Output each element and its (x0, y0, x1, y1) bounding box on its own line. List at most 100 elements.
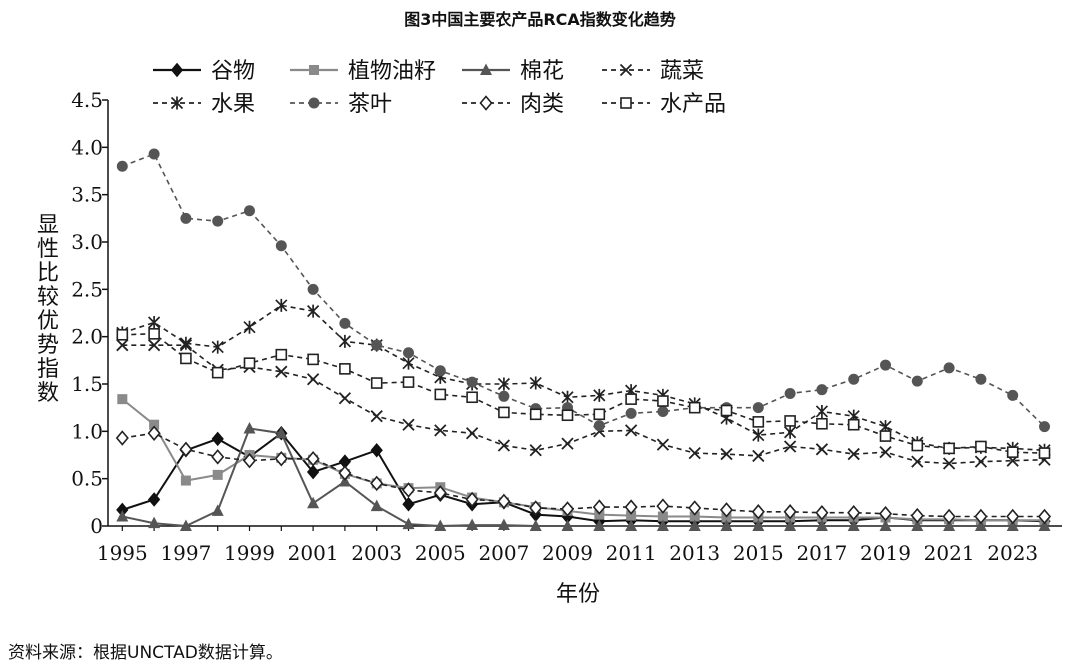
x-tick-label: 2005 (415, 541, 466, 565)
data-point (275, 365, 288, 378)
data-point (720, 519, 733, 531)
data-point (561, 390, 574, 404)
series-2 (116, 421, 1051, 531)
x-tick-label: 2001 (288, 541, 339, 565)
data-point (688, 401, 701, 414)
data-point (560, 501, 575, 517)
y-tick-label: 3.5 (71, 183, 103, 207)
data-point (433, 485, 447, 501)
data-point (179, 519, 192, 531)
data-point (943, 362, 955, 374)
y-tick-label: 4.0 (71, 135, 103, 159)
y-tick-label: 1.5 (71, 372, 103, 396)
data-point (338, 334, 352, 348)
data-point (116, 160, 128, 172)
data-point (402, 496, 415, 512)
data-point (371, 339, 383, 351)
data-point (149, 419, 160, 430)
y-axis-label-char: 较 (37, 285, 59, 310)
data-point (783, 440, 797, 453)
data-point (657, 395, 669, 407)
data-point (147, 492, 161, 507)
data-point (275, 348, 288, 361)
data-point (180, 212, 192, 224)
data-point (243, 357, 256, 369)
legend-label: 水果 (211, 92, 255, 117)
data-point (1006, 519, 1019, 531)
data-point (593, 388, 606, 402)
series-7 (116, 328, 1051, 459)
data-point (975, 373, 987, 385)
y-tick-label: 2.5 (71, 277, 103, 301)
data-point (498, 390, 510, 402)
data-point (720, 404, 733, 417)
data-point (974, 508, 988, 525)
series-5 (116, 148, 1051, 433)
data-point (784, 387, 796, 399)
x-tick-label: 2003 (351, 541, 402, 565)
data-point (1007, 389, 1019, 401)
data-point (879, 446, 892, 459)
data-point (339, 317, 351, 329)
data-point (688, 519, 701, 531)
data-point (307, 283, 319, 295)
data-point (1038, 447, 1051, 459)
data-point (275, 240, 287, 252)
data-point (815, 519, 828, 531)
data-point (784, 519, 797, 531)
data-point (878, 505, 893, 522)
data-point (529, 444, 542, 457)
data-point (434, 365, 446, 377)
legend-label: 植物油籽 (348, 59, 436, 84)
data-point (497, 518, 510, 531)
y-tick-label: 1.0 (71, 419, 103, 443)
data-point (910, 507, 924, 524)
y-axis-label-char: 势 (37, 333, 59, 358)
data-point (211, 340, 224, 354)
y-axis-label-char: 比 (37, 261, 59, 286)
x-tick-label: 2021 (924, 541, 975, 565)
data-point (815, 505, 829, 521)
data-point (815, 404, 829, 418)
data-point (180, 352, 192, 365)
data-point (370, 499, 383, 512)
data-point (466, 518, 479, 531)
data-point (752, 402, 764, 414)
data-point (244, 205, 256, 217)
data-point (625, 407, 637, 419)
data-point (942, 457, 956, 470)
data-point (974, 519, 987, 531)
data-point (212, 469, 223, 480)
data-point (434, 519, 447, 531)
data-point (688, 446, 701, 460)
data-point (942, 508, 956, 525)
data-point (752, 519, 765, 531)
data-point (847, 519, 860, 531)
legend-entry: 肉类 (462, 92, 564, 117)
data-point (497, 439, 511, 452)
series-6 (115, 425, 1052, 525)
data-point (402, 418, 415, 431)
x-tick-label: 2015 (733, 541, 784, 565)
x-tick-label: 1999 (224, 541, 275, 565)
data-point (975, 440, 987, 453)
data-point (593, 420, 605, 432)
legend-marker (308, 97, 320, 109)
legend-marker (309, 65, 319, 75)
legend-marker (170, 62, 184, 78)
legend-entry: 水果 (153, 92, 255, 117)
data-point (751, 504, 765, 520)
legend-label: 棉花 (520, 59, 564, 84)
series-line (122, 332, 1045, 454)
data-point (656, 438, 670, 451)
data-point (465, 491, 479, 508)
data-point (307, 304, 320, 318)
data-point (212, 215, 224, 227)
data-point (466, 376, 478, 388)
legend-entry: 蔬菜 (602, 59, 704, 84)
data-point (403, 347, 415, 359)
data-point (879, 430, 892, 442)
data-point (116, 510, 129, 522)
series-line (122, 152, 1046, 428)
y-axis-label-char: 指 (37, 357, 59, 382)
